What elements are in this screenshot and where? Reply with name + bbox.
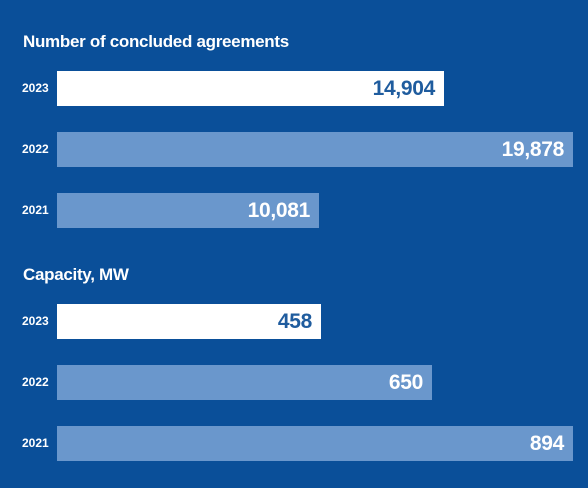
- agreements-chart-title: Number of concluded agreements: [23, 32, 289, 51]
- category-label-2023: 2023: [22, 314, 49, 328]
- category-label-2021: 2021: [22, 203, 49, 217]
- value-label-2023: 458: [277, 310, 312, 333]
- bar-row-2021: 2021 10,081: [0, 193, 588, 228]
- bar-2023: 14,904: [57, 71, 444, 106]
- category-label-2021: 2021: [22, 436, 49, 450]
- bar-2022: 650: [57, 365, 432, 400]
- bar-2021: 10,081: [57, 193, 319, 228]
- bar-row-2023: 2023 14,904: [0, 71, 588, 106]
- bar-2021: 894: [57, 426, 573, 461]
- category-label-2023: 2023: [22, 81, 49, 95]
- category-label-2022: 2022: [22, 142, 49, 156]
- value-label-2023: 14,904: [372, 77, 436, 100]
- bar-2022: 19,878: [57, 132, 573, 167]
- bar-row-2021: 2021 894: [0, 426, 588, 461]
- bar-row-2022: 2022 650: [0, 365, 588, 400]
- bar-2023: 458: [57, 304, 321, 339]
- bar-row-2023: 2023 458: [0, 304, 588, 339]
- value-label-2021: 10,081: [247, 199, 311, 222]
- value-label-2022: 650: [388, 371, 423, 394]
- category-label-2022: 2022: [22, 375, 49, 389]
- value-label-2022: 19,878: [501, 138, 565, 161]
- value-label-2021: 894: [529, 432, 564, 455]
- bar-row-2022: 2022 19,878: [0, 132, 588, 167]
- capacity-chart-title: Capacity, MW: [23, 265, 129, 284]
